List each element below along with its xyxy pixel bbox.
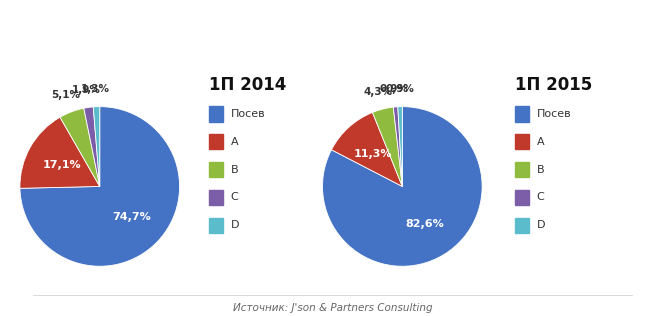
Wedge shape xyxy=(323,106,482,266)
Text: B: B xyxy=(537,165,544,175)
Text: Источник: J'son & Partners Consulting: Источник: J'son & Partners Consulting xyxy=(233,303,432,313)
Text: Посев: Посев xyxy=(537,109,571,119)
Wedge shape xyxy=(331,112,402,186)
Text: 0,9%: 0,9% xyxy=(385,84,414,94)
Wedge shape xyxy=(398,106,402,186)
Text: A: A xyxy=(537,137,544,147)
Text: 1П 2014: 1П 2014 xyxy=(209,76,287,94)
Text: B: B xyxy=(231,165,238,175)
Text: Посев: Посев xyxy=(231,109,265,119)
Text: 17,1%: 17,1% xyxy=(42,160,81,170)
Text: 1П 2015: 1П 2015 xyxy=(515,76,593,94)
Wedge shape xyxy=(60,108,100,186)
Text: 74,7%: 74,7% xyxy=(112,212,150,222)
Wedge shape xyxy=(93,106,100,186)
Text: 82,6%: 82,6% xyxy=(406,219,444,229)
Text: 1,3%: 1,3% xyxy=(81,84,110,94)
Text: 4,3%: 4,3% xyxy=(364,87,393,97)
Text: Рис. 4. Сравнение структуры рынка в количественном выражении по раундам
инвестир: Рис. 4. Сравнение структуры рынка в коли… xyxy=(27,23,638,53)
Text: 5,1%: 5,1% xyxy=(51,90,80,100)
Text: C: C xyxy=(231,192,239,203)
Wedge shape xyxy=(372,107,402,186)
Wedge shape xyxy=(84,107,100,186)
Text: D: D xyxy=(231,220,239,230)
Text: D: D xyxy=(537,220,545,230)
Text: 11,3%: 11,3% xyxy=(354,149,392,159)
Text: 1,9%: 1,9% xyxy=(72,85,100,95)
Text: 0,9%: 0,9% xyxy=(380,84,408,94)
Text: A: A xyxy=(231,137,238,147)
Wedge shape xyxy=(393,107,402,186)
Text: C: C xyxy=(537,192,545,203)
Wedge shape xyxy=(20,117,100,188)
Wedge shape xyxy=(20,106,180,266)
